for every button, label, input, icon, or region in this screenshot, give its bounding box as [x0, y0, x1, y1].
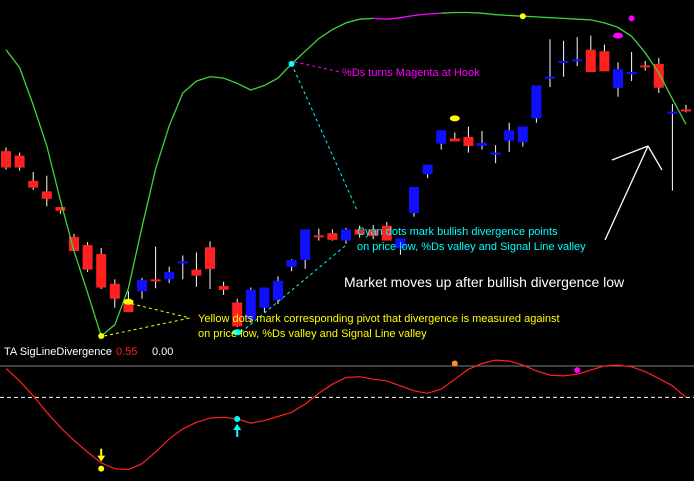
candle-bullish: [490, 152, 501, 155]
candle-bearish: [109, 283, 120, 299]
candle-bullish: [341, 229, 351, 241]
candle-bullish: [300, 229, 311, 260]
candle-bearish: [123, 300, 134, 313]
ds-yellow-dot: [519, 13, 526, 20]
candle-bullish: [286, 259, 297, 267]
annotations: %Ds turns Magenta at Hook Cyan dots mark …: [104, 61, 663, 340]
candle-bullish: [558, 60, 569, 63]
candle-bullish: [422, 164, 433, 175]
price-yellow-dot: [449, 115, 460, 122]
price-panel: [1, 11, 691, 339]
price-cyan-dot: [232, 329, 243, 336]
ds-cyan-dot: [288, 60, 295, 67]
candle-bearish: [449, 138, 460, 142]
candle-bearish: [14, 155, 25, 168]
signal-magenta-dot: [574, 367, 581, 374]
candle-bullish: [436, 130, 447, 144]
candle-bearish: [218, 286, 229, 290]
signal-line: [5, 359, 687, 471]
candle-bearish: [55, 207, 66, 211]
candle-bullish: [477, 142, 487, 146]
candle-bearish: [368, 229, 379, 237]
yellow-connector: [131, 303, 191, 319]
candle-bullish: [572, 59, 583, 62]
candle-bearish: [232, 302, 243, 327]
arrow-down-icon: [97, 455, 106, 462]
cyan-connector: [240, 245, 346, 333]
annotation-market: Market moves up after bullish divergence…: [344, 274, 625, 290]
candle-bearish: [191, 269, 202, 276]
candle-bullish: [531, 85, 542, 119]
candle-bearish: [28, 180, 39, 188]
candle-bullish: [164, 271, 175, 280]
candle-bullish: [177, 261, 188, 264]
indicator-panel: TA SigLineDivergence 0.55 0.00: [0, 346, 694, 472]
indicator-label: TA SigLineDivergence: [4, 346, 112, 358]
candle-bearish: [82, 245, 93, 270]
signal-orange-dot: [451, 360, 458, 367]
candle-bearish: [41, 191, 52, 199]
candle-bullish: [259, 287, 270, 308]
candle-bullish: [137, 280, 147, 292]
ds-line: [5, 17, 374, 338]
candle-bearish: [96, 254, 107, 288]
ds-line: [441, 11, 687, 125]
hook-connector: [294, 61, 341, 73]
annotation-cyan2: on price low, %Ds valley and Signal Line…: [357, 241, 586, 253]
candle-bearish: [1, 151, 11, 168]
arrow-up-icon: [233, 423, 242, 430]
market-arrow-icon: [611, 145, 649, 161]
candle-bearish: [463, 136, 474, 146]
candle-bearish: [640, 65, 651, 68]
annotation-yellow1: Yellow dots mark corresponding pivot tha…: [198, 313, 560, 325]
candle-bearish: [381, 225, 392, 241]
cyan-connector: [291, 63, 358, 211]
candle-bearish: [354, 229, 365, 235]
indicator-value-2: 0.00: [152, 346, 173, 358]
candle-bullish: [273, 280, 283, 301]
candle-bearish: [681, 109, 691, 112]
candle-bearish: [69, 236, 79, 252]
candle-bullish: [626, 72, 637, 75]
signal-yellow-dot: [98, 465, 105, 472]
annotation-yellow2: on price low, %Ds valley and Signal Line…: [198, 328, 427, 340]
annotation-hook: %Ds turns Magenta at Hook: [342, 67, 480, 79]
candle-bullish: [409, 186, 419, 213]
ds-yellow-dot: [98, 333, 105, 339]
candle-bearish: [585, 49, 596, 73]
ds-magenta-dot: [628, 15, 635, 22]
candle-bearish: [205, 247, 215, 269]
candle-bearish: [653, 63, 664, 88]
candle-bearish: [327, 233, 338, 240]
market-arrow-icon: [604, 145, 649, 241]
candle-bullish: [613, 69, 623, 88]
candle-bullish: [667, 111, 678, 114]
annotation-cyan1: Cyan dots mark bullish divergence points: [357, 226, 558, 238]
signal-cyan-dot: [234, 415, 241, 422]
candle-bearish: [599, 51, 610, 72]
candle-bullish: [504, 130, 515, 141]
yellow-connector: [104, 317, 191, 337]
candle-bearish: [150, 279, 161, 282]
market-arrow-icon: [647, 145, 663, 171]
candle-bearish: [313, 235, 324, 238]
candle-bullish: [517, 126, 528, 143]
price-magenta-dot: [613, 32, 623, 39]
ds-line-hook: [373, 12, 442, 20]
indicator-value-1: 0.55: [116, 346, 137, 358]
candle-bullish: [395, 238, 406, 249]
candle-bullish: [245, 289, 256, 320]
price-yellow-dot: [123, 298, 134, 305]
candle-bullish: [545, 76, 555, 79]
